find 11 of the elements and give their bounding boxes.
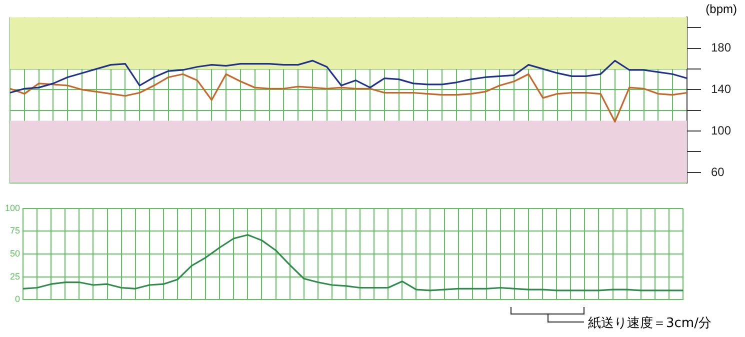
y-tick-label: 75: [10, 226, 20, 236]
y-tick-label: 25: [10, 271, 20, 282]
y-tick-label: 50: [10, 248, 20, 258]
y-tick-label: 100: [710, 123, 732, 138]
y-tick-label: 100: [4, 202, 20, 213]
y-axis-title: (bpm): [706, 2, 737, 16]
y-tick-label: 60: [710, 164, 725, 179]
y-tick-label: 180: [710, 40, 732, 55]
y-tick-label: 140: [710, 82, 732, 96]
y-tick-label: 0: [15, 294, 20, 304]
text: 紙送り速度＝3cm/分: [588, 315, 712, 332]
